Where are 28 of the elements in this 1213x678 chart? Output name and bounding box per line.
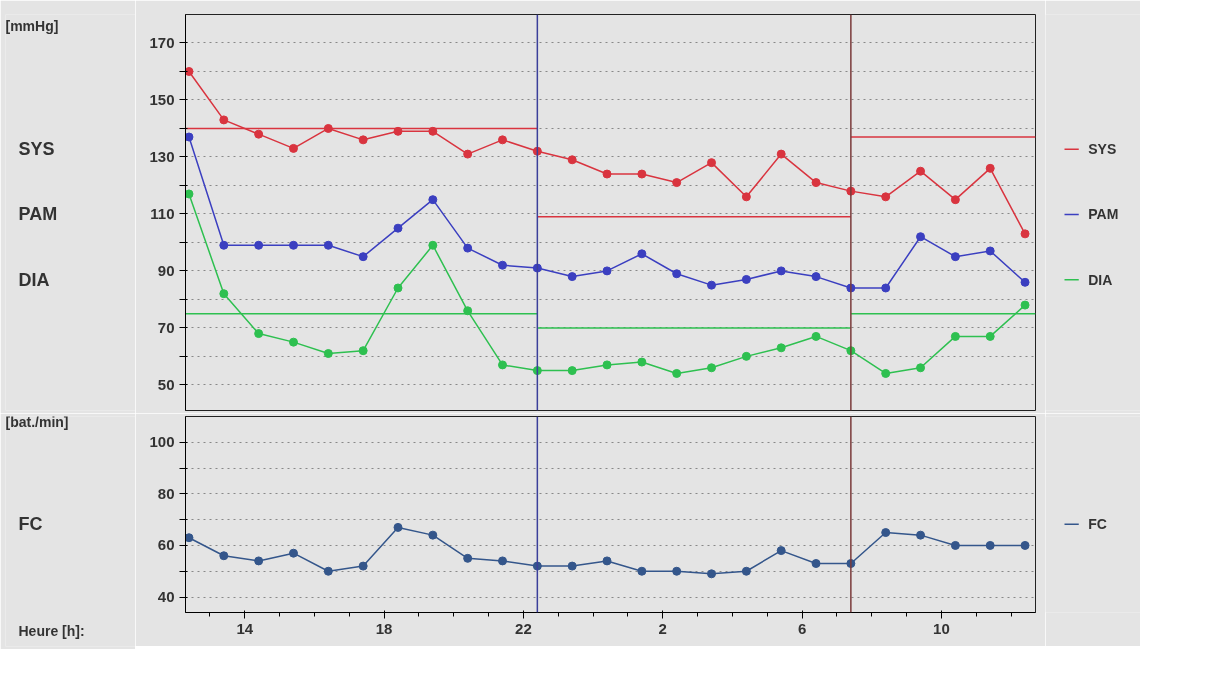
- y-tick-label: 40: [157, 588, 175, 606]
- x-tick-label: 18: [375, 619, 393, 637]
- legend-label: SYS: [1088, 141, 1117, 158]
- y-tick-label: 90: [157, 261, 175, 279]
- y-tick-label: 110: [150, 204, 175, 222]
- y-tick-label: 170: [149, 33, 175, 51]
- legend-label: FC: [1088, 516, 1107, 533]
- y-tick-label: 130: [149, 147, 175, 165]
- x-tick-label: 10: [933, 619, 950, 637]
- y-tick-label: 50: [157, 375, 175, 393]
- x-tick-label: 14: [236, 619, 254, 637]
- y-axis-title: [bat./min]: [5, 414, 69, 431]
- y-tick-label: 100: [149, 433, 175, 451]
- y-tick-label: 150: [149, 90, 175, 108]
- text: FC: [18, 514, 43, 535]
- text: SYS: [18, 139, 55, 160]
- x-tick-label: 2: [658, 619, 667, 637]
- legend-label: PAM: [1088, 206, 1119, 223]
- text: PAM: [18, 204, 58, 225]
- y-tick-label: 60: [157, 536, 175, 554]
- legend-label: DIA: [1088, 271, 1113, 288]
- x-tick-label: 6: [797, 619, 807, 637]
- x-tick-label: 22: [515, 619, 532, 637]
- x-axis-title: Heure [h]:: [18, 623, 85, 640]
- y-tick-label: 80: [157, 484, 175, 502]
- y-tick-label: 70: [157, 318, 175, 336]
- text: DIA: [18, 269, 50, 290]
- y-axis-title: [mmHg]: [5, 18, 59, 35]
